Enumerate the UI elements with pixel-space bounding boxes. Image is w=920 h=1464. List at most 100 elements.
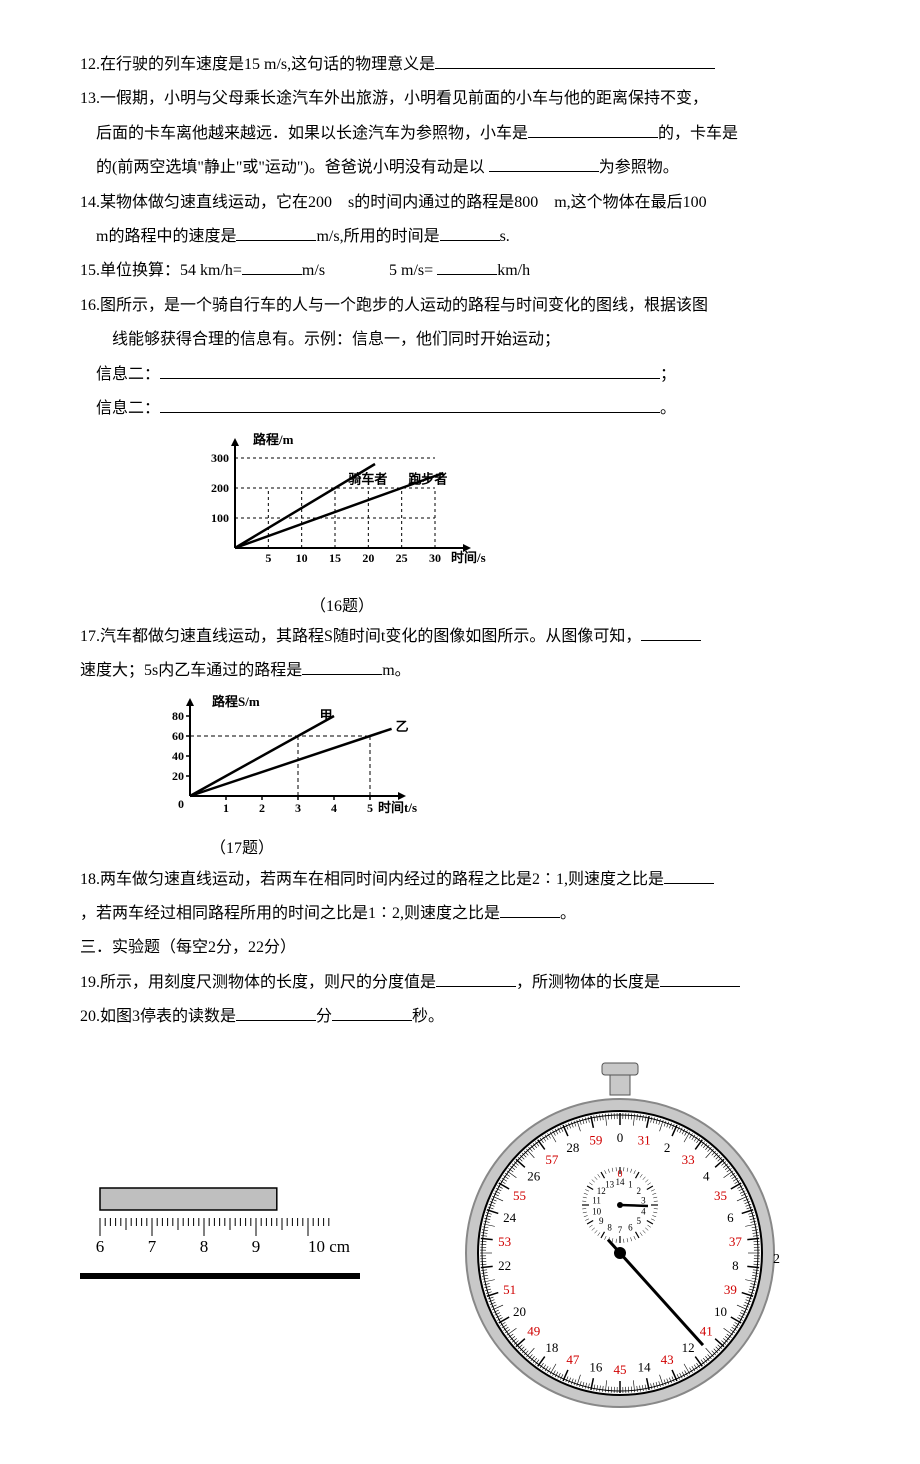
svg-text:53: 53 (498, 1233, 511, 1248)
svg-text:骑车者: 骑车者 (348, 472, 387, 487)
svg-text:13: 13 (605, 1179, 615, 1189)
svg-text:8: 8 (200, 1237, 209, 1256)
chart16-wrap: 10020030051015202530路程/m时间/s骑车者跑步者 (80, 428, 860, 589)
q17-l1: 汽车都做匀速直线运动，其路程S随时间t变化的图像如图所示。从图像可知， (100, 628, 641, 645)
q13-l2a: 后面的卡车离他越来越远．如果以长途汽车为参照物，小车是 (96, 125, 528, 142)
svg-text:15: 15 (329, 551, 341, 565)
svg-text:9: 9 (252, 1237, 261, 1256)
q19-a: 所示，用刻度尺测物体的长度，则尺的分度值是 (100, 974, 436, 991)
svg-text:16: 16 (589, 1359, 603, 1374)
bottom-figures: 678910 cm 031233435637839104112431445164… (80, 1053, 860, 1424)
svg-text:时间t/s: 时间t/s (378, 800, 417, 815)
q18: 18.两车做匀速直线运动，若两车在相同时间内经过的路程之比是2∶1,则速度之比是 (80, 865, 860, 895)
q15-a: 单位换算：54 km/h= (100, 262, 242, 279)
svg-text:10: 10 (592, 1206, 602, 1216)
svg-text:5: 5 (637, 1216, 642, 1226)
svg-text:12: 12 (682, 1339, 695, 1354)
q14-l2a: m的路程中的速度是 (96, 228, 236, 245)
svg-text:2: 2 (664, 1140, 671, 1155)
q16-blank-info3 (160, 396, 660, 413)
q16-l2: 线能够获得合理的信息有。示例：信息一，他们同时开始运动； (112, 331, 560, 348)
q18-line2: ，若两车经过相同路程所用的时间之比是1∶2,则速度之比是 。 (80, 899, 860, 929)
chart17-wrap: 20406080012345路程S/m时间t/s甲乙 (80, 691, 860, 832)
stopwatch: 0312334356378391041124314451647184920512… (460, 1053, 780, 1413)
q16-info3-label: 信息二： (96, 400, 160, 417)
q16-blank-info2 (160, 362, 660, 379)
q17-l2b: m。 (382, 662, 410, 679)
q18-l2b: 。 (560, 905, 576, 922)
svg-text:30: 30 (429, 551, 441, 565)
svg-text:5: 5 (265, 551, 271, 565)
q19-num: 19. (80, 974, 100, 991)
q16-info3: 信息二：。 (80, 394, 860, 424)
ruler-wrap: 678910 cm (80, 1178, 380, 1299)
svg-text:跑步者: 跑步者 (408, 472, 447, 487)
q14-l2b: m/s,所用的时间是 (316, 228, 439, 245)
q13-l2b: 的，卡车是 (658, 125, 738, 142)
svg-text:80: 80 (172, 709, 184, 723)
q15-b: m/s 5 m/s= (302, 262, 437, 279)
svg-text:6: 6 (96, 1237, 105, 1256)
svg-text:3: 3 (295, 801, 301, 815)
section3: 三．实验题（每空2分，22分） (80, 933, 860, 963)
svg-text:20: 20 (513, 1304, 526, 1319)
q13-blank2 (489, 155, 599, 172)
chart17-caption: （17题） (80, 834, 860, 864)
svg-text:200: 200 (211, 481, 229, 495)
svg-text:甲: 甲 (320, 708, 333, 723)
q18-l2a: ，若两车经过相同路程所用的时间之比是1∶2,则速度之比是 (80, 905, 500, 922)
q15: 15.单位换算：54 km/h= m/s 5 m/s= km/h (80, 256, 860, 286)
svg-text:3: 3 (641, 1195, 646, 1205)
q17-blank1 (641, 624, 701, 641)
q14-blank2 (440, 224, 500, 241)
q16-info2-label: 信息二： (96, 366, 160, 383)
svg-text:41: 41 (700, 1323, 713, 1338)
q14-blank1 (236, 224, 316, 241)
svg-text:24: 24 (503, 1210, 517, 1225)
q20-blank2 (332, 1004, 412, 1021)
chart17: 20406080012345路程S/m时间t/s甲乙 (140, 691, 450, 821)
svg-text:43: 43 (661, 1352, 674, 1367)
svg-text:2: 2 (637, 1186, 642, 1196)
q17-blank2 (302, 658, 382, 675)
svg-text:28: 28 (566, 1140, 579, 1155)
q20-num: 20. (80, 1008, 100, 1025)
svg-text:8: 8 (607, 1222, 612, 1232)
svg-text:10: 10 (714, 1304, 727, 1319)
q13: 13.一假期，小明与父母乘长途汽车外出旅游，小明看见前面的小车与他的距离保持不变… (80, 84, 860, 114)
svg-text:300: 300 (211, 451, 229, 465)
stopwatch-wrap: 0312334356378391041124314451647184920512… (460, 1053, 780, 1424)
svg-text:45: 45 (614, 1362, 627, 1377)
svg-text:51: 51 (503, 1281, 516, 1296)
q17: 17.汽车都做匀速直线运动，其路程S随时间t变化的图像如图所示。从图像可知， (80, 622, 860, 652)
svg-text:14: 14 (638, 1359, 652, 1374)
q20: 20.如图3停表的读数是分秒。 (80, 1002, 860, 1032)
svg-text:1: 1 (628, 1179, 633, 1189)
q15-num: 15. (80, 262, 100, 279)
svg-text:47: 47 (566, 1352, 580, 1367)
q13-num: 13. (80, 90, 100, 107)
svg-text:39: 39 (724, 1281, 737, 1296)
q14: 14.某物体做匀速直线运动，它在200 s的时间内通过的路程是800 m,这个物… (80, 188, 860, 218)
q13-blank1 (528, 121, 658, 138)
svg-text:10 cm: 10 cm (308, 1237, 350, 1256)
q15-c: km/h (497, 262, 530, 279)
svg-text:路程/m: 路程/m (253, 432, 294, 447)
svg-text:25: 25 (396, 551, 408, 565)
q13-l3a: 的(前两空选填"静止"或"运动")。爸爸说小明没有动是以 (96, 159, 489, 176)
svg-text:31: 31 (638, 1132, 651, 1147)
svg-text:40: 40 (172, 749, 184, 763)
svg-text:18: 18 (545, 1339, 558, 1354)
svg-text:9: 9 (599, 1216, 604, 1226)
svg-text:7: 7 (618, 1225, 623, 1235)
svg-text:6: 6 (628, 1222, 633, 1232)
q20-a: 如图3停表的读数是 (100, 1008, 236, 1025)
q16-l1: 图所示，是一个骑自行车的人与一个跑步的人运动的路程与时间变化的图线，根据该图 (100, 297, 708, 314)
svg-text:26: 26 (527, 1168, 541, 1183)
q16-info2: 信息二：； (80, 360, 860, 390)
svg-text:100: 100 (211, 511, 229, 525)
chart16: 10020030051015202530路程/m时间/s骑车者跑步者 (180, 428, 520, 578)
ruler: 678910 cm (80, 1178, 380, 1288)
svg-text:57: 57 (545, 1152, 559, 1167)
svg-text:4: 4 (331, 801, 337, 815)
